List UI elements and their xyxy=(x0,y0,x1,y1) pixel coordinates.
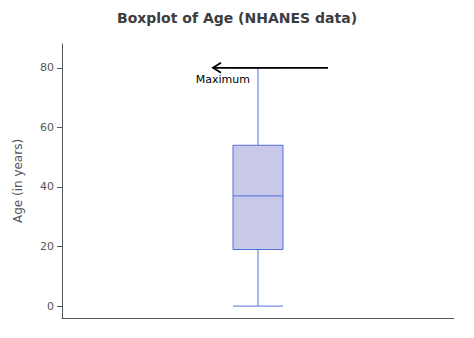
svg-text:20: 20 xyxy=(40,240,54,253)
svg-text:60: 60 xyxy=(40,121,54,134)
svg-text:80: 80 xyxy=(40,61,54,74)
svg-text:Maximum: Maximum xyxy=(196,73,250,86)
svg-text:0: 0 xyxy=(47,300,54,313)
svg-text:Boxplot of Age (NHANES data): Boxplot of Age (NHANES data) xyxy=(117,10,357,26)
svg-text:Age (in years): Age (in years) xyxy=(11,139,25,223)
svg-text:40: 40 xyxy=(40,180,54,193)
